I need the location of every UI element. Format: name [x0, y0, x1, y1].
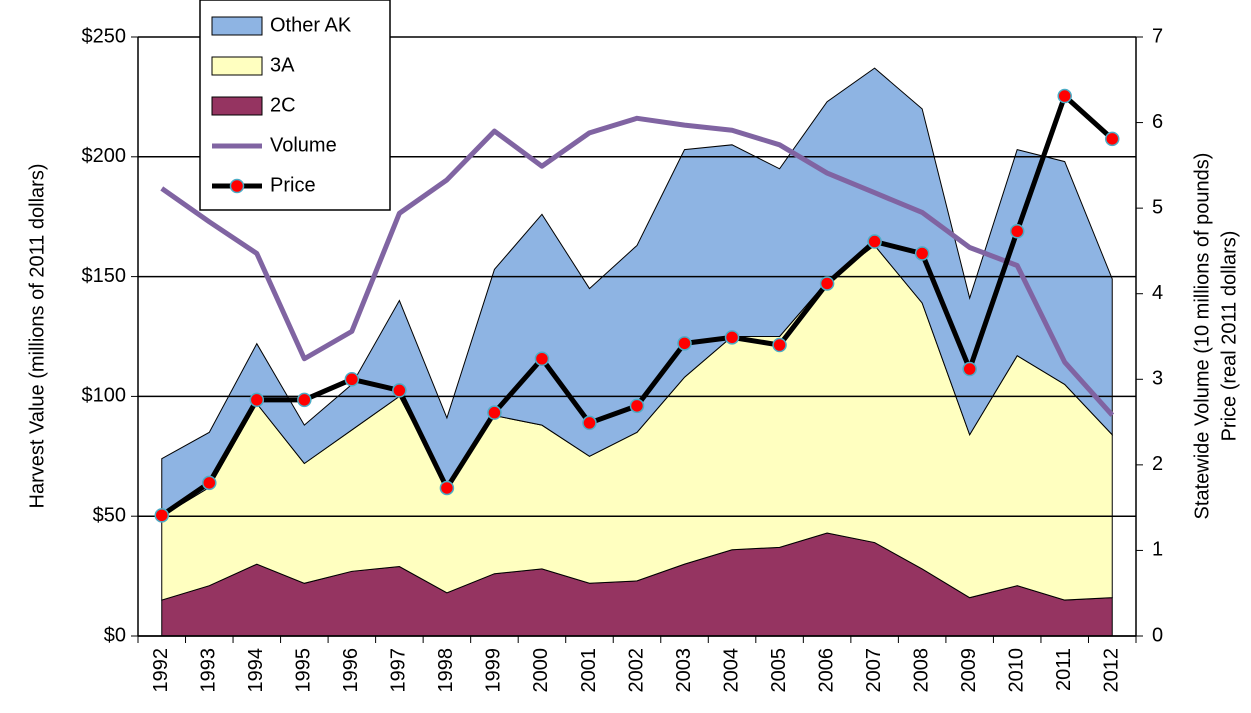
- legend-swatch: [211, 16, 263, 36]
- marker: [867, 234, 882, 249]
- marker: [202, 475, 217, 491]
- x-tick-label: 2007: [863, 648, 885, 693]
- marker: [724, 330, 740, 345]
- x-tick-label: 1992: [150, 648, 172, 693]
- legend-label: Other AK: [270, 14, 352, 36]
- x-tick-label: 2001: [578, 648, 600, 693]
- x-tick-label: 1999: [483, 648, 505, 693]
- x-tick-label: 1995: [293, 648, 315, 693]
- y2-axis-label: Statewide Volume (10 millions of pounds): [1191, 153, 1213, 520]
- y2-tick-label: 7: [1152, 25, 1163, 47]
- legend-swatch: [211, 56, 263, 76]
- line: [160, 115, 1115, 417]
- y2-axis-label: Price (real 2011 dollars): [1218, 231, 1240, 442]
- x-tick-label: 2000: [530, 648, 552, 693]
- marker: [677, 336, 692, 351]
- legend-label: 3A: [270, 54, 295, 76]
- marker: [439, 480, 455, 496]
- marker: [962, 361, 977, 377]
- y2-tick-label: 0: [1152, 624, 1163, 646]
- y2-tick-label: 6: [1152, 111, 1163, 133]
- marker: [772, 337, 787, 353]
- x-tick-label: 2010: [1005, 648, 1027, 693]
- x-tick-label: 2008: [910, 648, 932, 693]
- marker: [344, 372, 360, 387]
- y-tick-label: $50: [93, 504, 126, 526]
- legend-label: 2C: [270, 94, 296, 116]
- x-tick-label: 2006: [815, 648, 837, 693]
- marker: [629, 398, 645, 414]
- legend-label: Volume: [270, 134, 337, 156]
- marker: [154, 508, 170, 523]
- x-tick-label: 2012: [1101, 648, 1123, 693]
- y2-tick-label: 2: [1152, 453, 1163, 475]
- marker: [914, 246, 930, 261]
- y-axis-label: Harvest Value (millions of 2011 dollars): [26, 164, 48, 509]
- marker: [487, 405, 502, 420]
- legend-label: Price: [270, 174, 316, 196]
- marker: [1057, 88, 1072, 104]
- x-tick-label: 2009: [958, 648, 980, 693]
- marker: [1104, 131, 1120, 147]
- y-tick-label: $0: [104, 624, 126, 646]
- x-tick-label: 2004: [720, 648, 742, 693]
- marker: [819, 276, 835, 291]
- y-tick-label: $250: [82, 25, 127, 47]
- x-tick-label: 1996: [340, 648, 362, 693]
- x-tick-label: 2003: [673, 648, 695, 693]
- legend-swatch: [211, 96, 263, 116]
- x-tick-label: 2002: [625, 648, 647, 693]
- marker: [249, 392, 265, 408]
- x-tick-label: 1998: [435, 648, 457, 693]
- y2-tick-label: 4: [1152, 282, 1163, 304]
- marker: [392, 383, 407, 398]
- y-tick-label: $150: [82, 265, 127, 287]
- x-tick-label: 1997: [388, 648, 410, 693]
- y2-tick-label: 3: [1152, 368, 1163, 390]
- legend-marker: [229, 178, 245, 194]
- marker: [534, 351, 550, 366]
- y-tick-label: $200: [82, 145, 127, 167]
- x-tick-label: 1994: [245, 648, 267, 693]
- y2-tick-label: 1: [1152, 539, 1163, 561]
- marker: [1009, 223, 1025, 239]
- x-tick-label: 2005: [768, 648, 790, 693]
- marker: [582, 415, 597, 431]
- marker: [297, 392, 312, 408]
- x-tick-label: 1993: [198, 648, 220, 693]
- y-tick-label: $100: [82, 385, 127, 407]
- x-tick-label: 2011: [1053, 648, 1075, 691]
- y2-tick-label: 5: [1152, 196, 1163, 218]
- legend: Other AK 3A 2C Volume Price: [199, 0, 391, 211]
